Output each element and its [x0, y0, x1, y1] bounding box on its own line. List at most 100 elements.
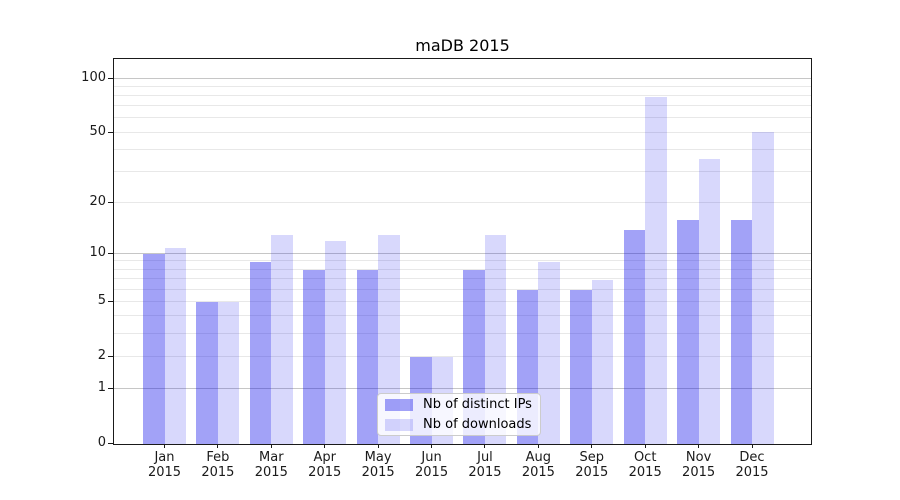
x-axis-tick-label: Dec 2015 — [720, 450, 784, 480]
bar-distinct-ips-may — [356, 270, 379, 444]
x-tick-mark — [217, 444, 219, 448]
month-label: Sep — [579, 450, 605, 465]
chart-title: maDB 2015 — [415, 36, 510, 55]
y-axis-tick-label: 50 — [89, 124, 106, 140]
y-tick-mark — [108, 252, 113, 254]
x-tick-mark — [324, 444, 326, 448]
x-tick-mark — [431, 444, 433, 448]
month-label: Nov — [685, 450, 712, 465]
minor-gridline — [114, 131, 811, 133]
month-label: Jan — [154, 450, 175, 465]
y-tick-mark — [108, 355, 113, 357]
bar-distinct-ips-dec — [730, 220, 752, 444]
month-label: May — [364, 450, 392, 465]
y-axis-tick-label: 1 — [97, 380, 106, 396]
minor-gridline — [114, 260, 811, 262]
minor-gridline — [114, 300, 811, 302]
x-tick-mark — [751, 444, 753, 448]
month-label: Dec — [739, 450, 765, 465]
month-label: Apr — [313, 450, 336, 465]
bar-distinct-ips-nov — [677, 220, 699, 444]
bar-distinct-ips-oct — [623, 229, 646, 444]
month-label: Aug — [525, 450, 552, 465]
minor-gridline — [114, 315, 811, 317]
x-tick-mark — [270, 444, 272, 448]
bar-distinct-ips-mar — [249, 262, 272, 444]
x-axis-tick-label: Apr 2015 — [293, 450, 357, 480]
year-label: 2015 — [575, 465, 609, 480]
year-label: 2015 — [147, 465, 182, 480]
y-tick-mark — [108, 131, 113, 133]
bar-distinct-ips-jan — [143, 254, 165, 444]
y-tick-mark — [108, 300, 113, 302]
x-tick-mark — [644, 444, 646, 448]
year-label: 2015 — [254, 465, 288, 480]
x-axis-tick-label: May 2015 — [346, 450, 410, 480]
bar-downloads-aug — [538, 262, 560, 444]
year-label: 2015 — [628, 465, 662, 480]
bar-downloads-jul — [484, 235, 507, 444]
plot-area — [113, 58, 812, 445]
x-tick-mark — [164, 444, 165, 448]
x-axis-tick-label: Nov 2015 — [667, 450, 731, 480]
year-label: 2015 — [361, 465, 395, 480]
bar-distinct-ips-apr — [303, 270, 325, 444]
x-axis-tick-label: Jul 2015 — [453, 450, 517, 480]
bar-downloads-sep — [591, 279, 614, 444]
bar-downloads-feb — [217, 302, 240, 444]
y-axis-tick-label: 10 — [89, 245, 106, 261]
x-axis-tick-label: Sep 2015 — [560, 450, 624, 480]
month-label: Jun — [421, 450, 442, 465]
major-gridline — [114, 77, 811, 79]
minor-gridline — [114, 288, 811, 290]
minor-gridline — [114, 355, 811, 357]
major-gridline — [114, 252, 811, 254]
minor-gridline — [114, 95, 811, 97]
bar-downloads-nov — [698, 158, 721, 444]
y-axis-tick-label: 20 — [89, 194, 106, 210]
bar-downloads-dec — [752, 131, 774, 444]
y-axis-tick-label: 100 — [81, 70, 106, 86]
minor-gridline — [114, 105, 811, 107]
legend-swatch-downloads — [385, 418, 413, 431]
bar-downloads-apr — [324, 241, 347, 444]
year-label: 2015 — [201, 465, 235, 480]
year-label: 2015 — [735, 465, 769, 480]
major-gridline — [114, 387, 811, 389]
minor-gridline — [114, 332, 811, 334]
y-tick-mark — [108, 77, 113, 79]
y-axis-tick-label: 5 — [97, 293, 106, 309]
year-label: 2015 — [308, 465, 342, 480]
month-label: Oct — [633, 450, 657, 465]
x-axis-tick-label: Aug 2015 — [506, 450, 570, 480]
legend-label-downloads: Nb of downloads — [423, 417, 532, 432]
bar-downloads-jan — [164, 247, 186, 444]
minor-gridline — [114, 85, 811, 87]
x-axis-tick-label: Mar 2015 — [239, 450, 303, 480]
minor-gridline — [114, 278, 811, 280]
x-axis-tick-label: Jan 2015 — [133, 450, 197, 480]
legend-label-distinct-ips: Nb of distinct IPs — [423, 397, 532, 412]
bar-downloads-may — [378, 235, 400, 444]
minor-gridline — [114, 148, 811, 150]
month-label: Mar — [259, 450, 284, 465]
bar-distinct-ips-sep — [570, 290, 592, 444]
y-tick-mark — [108, 201, 113, 203]
y-axis-tick-label: 0 — [97, 435, 106, 450]
y-axis-tick-label: 2 — [97, 348, 106, 364]
x-axis-tick-label: Oct 2015 — [613, 450, 677, 480]
month-label: Jul — [477, 450, 493, 465]
x-tick-mark — [591, 444, 593, 448]
year-label: 2015 — [521, 465, 555, 480]
x-tick-mark — [698, 444, 700, 448]
bar-downloads-mar — [271, 235, 293, 444]
legend: Nb of distinct IPs Nb of downloads — [377, 393, 541, 436]
legend-item-distinct-ips: Nb of distinct IPs — [378, 397, 540, 413]
x-tick-mark — [537, 444, 539, 448]
x-axis-tick-label: Feb 2015 — [186, 450, 250, 480]
x-axis-tick-label: Jun 2015 — [400, 450, 464, 480]
x-tick-mark — [484, 444, 486, 448]
year-label: 2015 — [468, 465, 502, 480]
minor-gridline — [114, 117, 811, 119]
